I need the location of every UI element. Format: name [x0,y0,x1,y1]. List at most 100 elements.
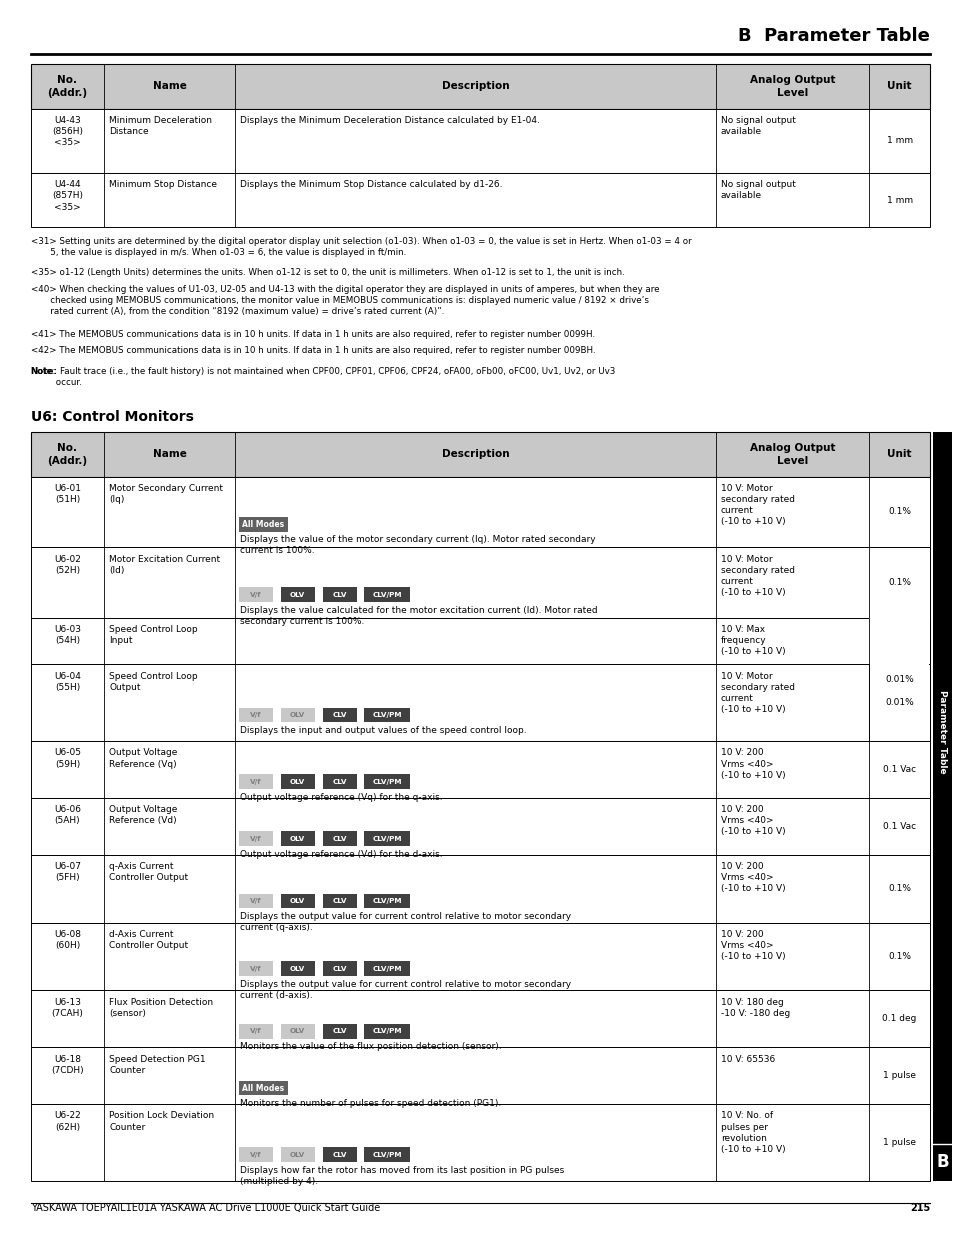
Text: 10 V: 65536: 10 V: 65536 [720,1055,774,1063]
Text: 10 V: 200
Vrms <40>
(-10 to +10 V): 10 V: 200 Vrms <40> (-10 to +10 V) [720,748,784,779]
Text: q-Axis Current
Controller Output: q-Axis Current Controller Output [109,862,188,882]
Text: Description: Description [441,82,509,91]
Text: V/f: V/f [250,1152,261,1157]
Text: Analog Output
Level: Analog Output Level [749,75,835,98]
Bar [30,432,929,477]
Text: <41> The MEMOBUS communications data is in 10 h units. If data in 1 h units are : <41> The MEMOBUS communications data is … [30,330,594,338]
Bar [280,1024,314,1039]
Bar [30,109,929,173]
Text: 0.1 Vac: 0.1 Vac [882,764,915,774]
Text: 10 V: Max
frequency
(-10 to +10 V): 10 V: Max frequency (-10 to +10 V) [720,625,784,656]
Bar [364,708,410,722]
Text: V/f: V/f [250,898,261,904]
Text: 0.1 Vac: 0.1 Vac [882,821,915,831]
Bar [238,517,288,532]
Text: 10 V: 200
Vrms <40>
(-10 to +10 V): 10 V: 200 Vrms <40> (-10 to +10 V) [720,862,784,893]
Text: Displays how far the rotor has moved from its last position in PG pulses
(multip: Displays how far the rotor has moved fro… [239,1166,563,1186]
Bar [322,831,356,846]
Text: 10 V: Motor
secondary rated
current
(-10 to +10 V): 10 V: Motor secondary rated current (-10… [720,555,794,597]
Bar [30,1104,929,1181]
Text: Displays the output value for current control relative to motor secondary
curren: Displays the output value for current co… [239,981,570,1000]
Bar [30,664,929,741]
Bar [238,962,273,977]
Text: 10 V: 200
Vrms <40>
(-10 to +10 V): 10 V: 200 Vrms <40> (-10 to +10 V) [720,930,784,961]
Text: OLV: OLV [290,1152,305,1157]
Bar [364,1147,410,1162]
Text: U6-01
(51H): U6-01 (51H) [54,484,81,504]
Bar [30,1047,929,1104]
Bar [364,774,410,789]
Text: Analog Output
Level: Analog Output Level [749,443,835,466]
Bar [238,708,273,722]
Bar [30,741,929,798]
Text: U6-05
(59H): U6-05 (59H) [54,748,81,768]
Text: U4-43
(856H)
<35>: U4-43 (856H) <35> [51,116,83,147]
Text: CLV/PM: CLV/PM [373,898,402,904]
Text: U6-22
(62H): U6-22 (62H) [54,1112,81,1131]
Text: 10 V: Motor
secondary rated
current
(-10 to +10 V): 10 V: Motor secondary rated current (-10… [720,672,794,714]
Text: Minimum Deceleration
Distance: Minimum Deceleration Distance [109,116,212,136]
Text: OLV: OLV [290,713,305,718]
Bar [280,831,314,846]
Bar [238,1081,288,1095]
Text: OLV: OLV [290,779,305,784]
Bar [30,618,929,664]
Text: U6-07
(5FH): U6-07 (5FH) [54,862,81,882]
Text: 1 mm: 1 mm [885,195,912,205]
Text: U6-04
(55H): U6-04 (55H) [54,672,81,692]
Text: B: B [935,1153,948,1171]
Text: No signal output
available: No signal output available [720,180,795,200]
Text: Displays the input and output values of the speed control loop.: Displays the input and output values of … [239,726,526,735]
Bar [280,962,314,977]
Text: 0.01%: 0.01% [884,698,913,708]
Text: B  Parameter Table: B Parameter Table [738,27,929,46]
Text: <35> o1-12 (Length Units) determines the units. When o1-12 is set to 0, the unit: <35> o1-12 (Length Units) determines the… [30,268,623,277]
Text: Parameter Table: Parameter Table [937,690,946,773]
Bar [280,774,314,789]
Bar [238,774,273,789]
Bar [30,547,929,618]
Bar [30,477,929,547]
Bar [364,588,410,603]
Bar [238,894,273,909]
Text: Displays the value calculated for the motor excitation current (Id). Motor rated: Displays the value calculated for the mo… [239,606,597,626]
Text: U4-44
(857H)
<35>: U4-44 (857H) <35> [51,180,83,211]
Text: d-Axis Current
Controller Output: d-Axis Current Controller Output [109,930,188,950]
Bar [322,962,356,977]
Text: Displays the Minimum Stop Distance calculated by d1-26.: Displays the Minimum Stop Distance calcu… [239,180,501,189]
Text: 215: 215 [909,1203,929,1213]
Text: YASKAWA TOEPYAIL1E01A YASKAWA AC Drive L1000E Quick Start Guide: YASKAWA TOEPYAIL1E01A YASKAWA AC Drive L… [30,1203,379,1213]
Text: V/f: V/f [250,836,261,841]
Text: V/f: V/f [250,1029,261,1034]
Text: 0.1%: 0.1% [887,952,910,961]
Text: 0.01%: 0.01% [884,674,913,684]
Text: Note:  Fault trace (i.e., the fault history) is not maintained when CPF00, CPF01: Note: Fault trace (i.e., the fault histo… [30,367,615,387]
Text: No.
(Addr.): No. (Addr.) [48,75,88,98]
Text: <42> The MEMOBUS communications data is in 10 h units. If data in 1 h units are : <42> The MEMOBUS communications data is … [30,347,595,356]
Text: OLV: OLV [290,1029,305,1034]
Text: V/f: V/f [250,592,261,598]
Bar [280,708,314,722]
Bar [238,831,273,846]
Text: CLV: CLV [332,898,347,904]
Text: U6-06
(5AH): U6-06 (5AH) [54,805,81,825]
Text: Displays the output value for current control relative to motor secondary
curren: Displays the output value for current co… [239,913,570,932]
Text: Output voltage reference (Vq) for the q-axis.: Output voltage reference (Vq) for the q-… [239,793,441,802]
Text: CLV/PM: CLV/PM [373,713,402,718]
Text: U6-18
(7CDH): U6-18 (7CDH) [51,1055,84,1074]
Text: Speed Control Loop
Output: Speed Control Loop Output [109,672,197,692]
Text: Name: Name [152,450,186,459]
Text: All Modes: All Modes [242,1083,284,1093]
Text: CLV: CLV [332,592,347,598]
Text: 10 V: No. of
pulses per
revolution
(-10 to +10 V): 10 V: No. of pulses per revolution (-10 … [720,1112,784,1153]
Text: Speed Control Loop
Input: Speed Control Loop Input [109,625,197,645]
Text: Motor Secondary Current
(Iq): Motor Secondary Current (Iq) [109,484,223,504]
Text: CLV/PM: CLV/PM [373,779,402,784]
Text: CLV/PM: CLV/PM [373,1152,402,1157]
Text: 10 V: 200
Vrms <40>
(-10 to +10 V): 10 V: 200 Vrms <40> (-10 to +10 V) [720,805,784,836]
Text: Minimum Stop Distance: Minimum Stop Distance [109,180,217,189]
Text: U6-02
(52H): U6-02 (52H) [54,555,81,574]
Bar [869,662,928,666]
Text: OLV: OLV [290,592,305,598]
Bar [364,1024,410,1039]
